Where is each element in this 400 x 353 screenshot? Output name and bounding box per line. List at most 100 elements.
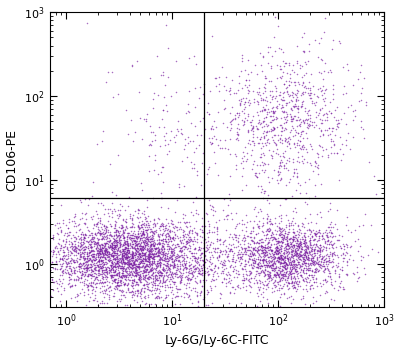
Point xyxy=(275,238,282,244)
Point xyxy=(47,267,53,273)
Point xyxy=(326,257,332,263)
Point xyxy=(186,275,192,280)
Point xyxy=(144,275,150,281)
Point xyxy=(355,249,361,254)
Point xyxy=(300,277,306,283)
Point xyxy=(171,258,177,264)
Point xyxy=(286,243,292,249)
Point xyxy=(184,273,191,278)
Point xyxy=(250,251,257,256)
Point xyxy=(293,257,299,262)
Point xyxy=(100,229,106,235)
Point xyxy=(112,263,118,268)
Point xyxy=(226,241,232,247)
Point xyxy=(94,240,101,245)
Point xyxy=(323,262,330,267)
Point xyxy=(290,169,297,174)
Point xyxy=(64,230,70,236)
Point xyxy=(176,269,182,274)
Point xyxy=(316,242,323,247)
Point xyxy=(60,220,66,226)
Point xyxy=(278,255,285,261)
Point xyxy=(263,264,270,270)
Point xyxy=(298,267,304,272)
Point xyxy=(273,279,280,285)
Point xyxy=(303,254,310,259)
Point xyxy=(174,263,181,269)
Point xyxy=(183,238,190,244)
Point xyxy=(115,279,122,285)
Point xyxy=(275,238,281,244)
Point xyxy=(303,267,310,273)
Point xyxy=(323,232,330,238)
Point xyxy=(298,101,305,106)
Point xyxy=(136,277,142,283)
Point xyxy=(128,233,134,238)
Point xyxy=(300,80,306,86)
Point xyxy=(243,284,250,289)
Point xyxy=(131,261,137,266)
Point xyxy=(96,230,102,236)
Point xyxy=(307,119,313,124)
Point xyxy=(155,241,162,247)
Point xyxy=(122,246,128,252)
Point xyxy=(271,258,277,263)
Point xyxy=(274,246,280,251)
Point xyxy=(324,258,330,264)
Point xyxy=(284,253,290,259)
Point xyxy=(88,244,94,250)
Point xyxy=(95,264,102,270)
Point xyxy=(276,271,282,277)
Point xyxy=(282,257,288,263)
Point xyxy=(128,235,135,241)
Point xyxy=(111,206,117,212)
Point xyxy=(322,239,328,245)
Point xyxy=(65,247,71,252)
Point xyxy=(313,266,320,271)
Point xyxy=(116,274,122,279)
Point xyxy=(264,271,271,277)
Point xyxy=(141,274,148,280)
Point xyxy=(119,255,126,261)
Point xyxy=(63,222,70,228)
Point xyxy=(266,179,272,185)
Point xyxy=(177,278,184,283)
Point xyxy=(173,283,180,288)
Point xyxy=(169,302,175,308)
Point xyxy=(332,271,338,276)
Point xyxy=(181,258,187,264)
Point xyxy=(306,272,312,278)
Point xyxy=(102,226,109,232)
Point xyxy=(109,261,116,266)
Point xyxy=(52,266,58,271)
Point xyxy=(130,238,136,243)
Point xyxy=(205,221,212,227)
Point xyxy=(102,247,108,253)
Point xyxy=(309,252,315,257)
Point xyxy=(270,260,276,265)
Point xyxy=(319,259,326,265)
Point xyxy=(80,273,87,279)
Point xyxy=(296,138,303,144)
Point xyxy=(116,232,122,238)
Point xyxy=(115,152,121,158)
Point xyxy=(108,274,115,280)
Point xyxy=(50,237,56,242)
Point xyxy=(81,257,87,263)
Point xyxy=(85,291,91,297)
Point xyxy=(340,243,347,249)
Point xyxy=(274,250,281,256)
Point xyxy=(123,269,130,275)
Point xyxy=(207,259,213,265)
Point xyxy=(268,134,275,140)
Point xyxy=(290,243,296,248)
Point xyxy=(319,255,326,261)
Point xyxy=(91,251,97,256)
Point xyxy=(148,142,154,148)
Point xyxy=(301,144,307,150)
Point xyxy=(154,261,161,267)
Point xyxy=(152,152,159,157)
Point xyxy=(308,246,315,252)
Point xyxy=(122,239,128,245)
Point xyxy=(152,247,158,252)
